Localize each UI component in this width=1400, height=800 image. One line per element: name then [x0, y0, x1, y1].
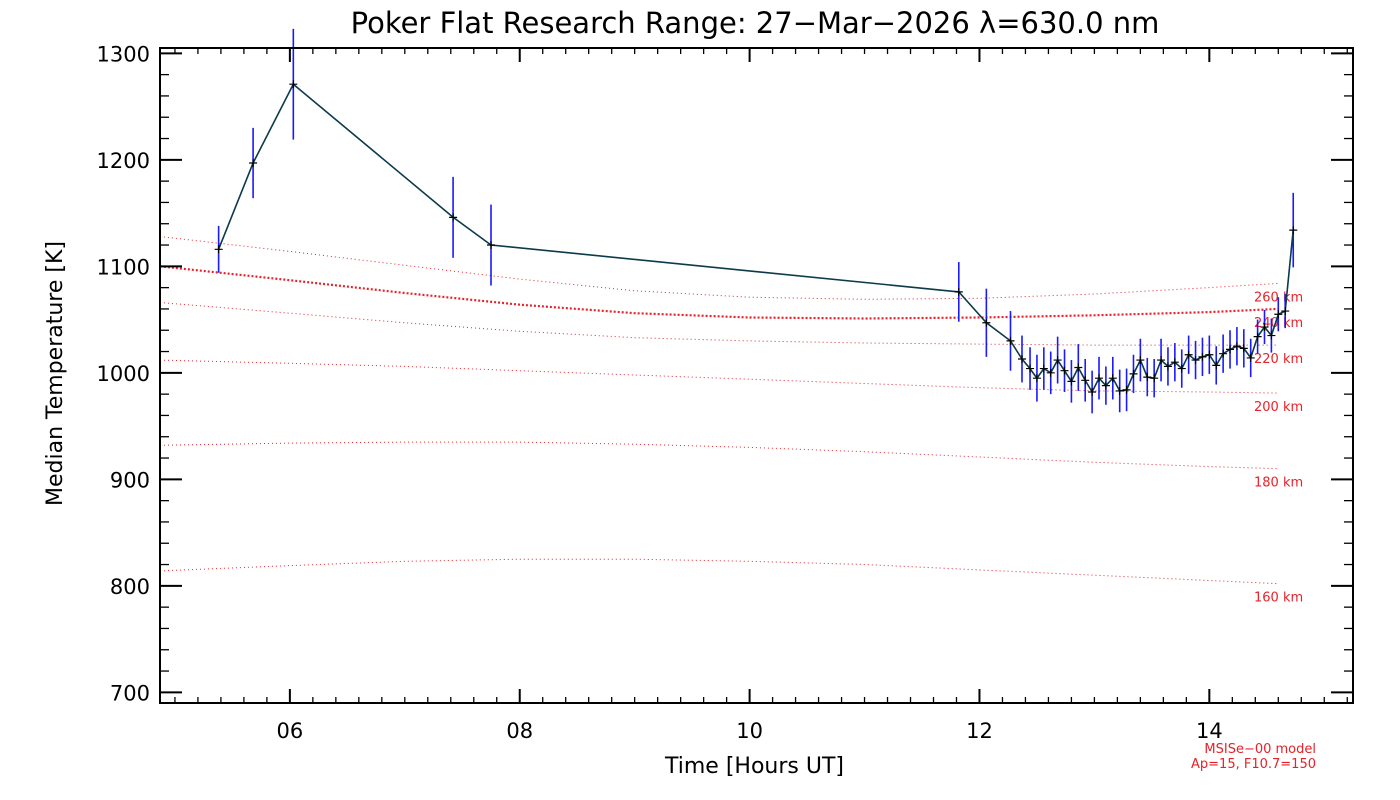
- data-point: [1267, 331, 1276, 340]
- data-point: [1274, 310, 1283, 319]
- model-name: MSISe−00 model: [1204, 742, 1316, 757]
- data-point: [1101, 381, 1110, 390]
- x-tick-label: 06: [277, 719, 304, 743]
- data-point: [1184, 350, 1193, 359]
- data-point: [1136, 356, 1145, 365]
- data-point: [1260, 323, 1269, 332]
- plot-frame: [159, 47, 1354, 704]
- model-curve: [159, 302, 1279, 346]
- data-point: [1239, 344, 1248, 353]
- data-point: [1074, 363, 1083, 372]
- x-tick-label: 10: [736, 719, 763, 743]
- data-point: [1198, 352, 1207, 361]
- data-point: [1026, 364, 1035, 373]
- x-axis-label: Time [Hours UT]: [664, 754, 844, 779]
- data-point: [1246, 353, 1255, 362]
- model-curve: [159, 441, 1279, 470]
- model-parameters: Ap=15, F10.7=150: [1191, 757, 1316, 772]
- data-point: [1143, 373, 1152, 382]
- data-point: [1289, 226, 1298, 235]
- data-point: [1006, 336, 1015, 345]
- x-tick-label: 14: [1196, 719, 1223, 743]
- data-point: [1088, 388, 1097, 397]
- x-tick-label: 08: [506, 719, 533, 743]
- data-point: [1232, 342, 1241, 351]
- data-point: [1046, 368, 1055, 377]
- axis-ticks: 06 08 10 12 14 700 800 900 1000 1100 1200 1300: [97, 42, 1353, 743]
- data-point: [289, 80, 298, 89]
- y-tick-label: 700: [110, 681, 150, 705]
- y-tick-label: 1000: [97, 362, 150, 386]
- data-point: [1150, 374, 1159, 383]
- model-curve-label: 160 km: [1254, 591, 1303, 606]
- model-curve: [159, 359, 1279, 394]
- data-point: [1226, 345, 1235, 354]
- data-point: [1115, 386, 1124, 395]
- data-point: [1081, 376, 1090, 385]
- model-curve-label: 200 km: [1254, 400, 1303, 415]
- data-point: [1157, 356, 1166, 365]
- data-point: [1205, 350, 1214, 359]
- model-curve: [159, 558, 1279, 585]
- data-series: [214, 28, 1298, 414]
- data-point: [214, 245, 223, 254]
- data-point: [954, 287, 963, 296]
- y-tick-label: 1100: [97, 255, 150, 279]
- data-point: [1067, 377, 1076, 386]
- data-point: [1039, 364, 1048, 373]
- model-curve-label: 180 km: [1254, 476, 1303, 491]
- data-point: [1163, 362, 1172, 371]
- y-tick-label: 1200: [97, 149, 150, 173]
- data-point: [1108, 374, 1117, 383]
- data-point: [1060, 366, 1069, 375]
- model-curve-label: 220 km: [1254, 352, 1303, 367]
- data-point: [1095, 374, 1103, 383]
- model-annotation: MSISe−00 model Ap=15, F10.7=150: [1191, 742, 1316, 772]
- data-point: [1122, 385, 1131, 394]
- data-point: [1170, 358, 1179, 367]
- data-point: [249, 159, 258, 168]
- data-point: [1129, 369, 1138, 378]
- model-curve: [159, 265, 1279, 320]
- y-tick-label: 800: [110, 575, 150, 599]
- data-point: [1017, 354, 1026, 363]
- data-point: [487, 241, 496, 250]
- data-point: [1253, 332, 1262, 341]
- data-point: [1032, 374, 1041, 383]
- y-tick-label: 900: [110, 468, 150, 492]
- y-tick-label: 1300: [97, 42, 150, 66]
- data-point: [1219, 349, 1228, 358]
- data-point: [982, 318, 991, 327]
- data-point: [1053, 356, 1062, 365]
- chart-title: Poker Flat Research Range: 27−Mar−2026 λ…: [351, 6, 1160, 40]
- y-axis-label: Median Temperature [K]: [43, 241, 68, 506]
- data-line: [217, 82, 1294, 394]
- data-point: [1191, 356, 1200, 365]
- data-point: [1281, 307, 1290, 316]
- model-curve: [159, 236, 1279, 300]
- data-point: [1212, 361, 1221, 370]
- data-point: [449, 213, 458, 222]
- data-point: [1177, 364, 1186, 373]
- x-tick-label: 12: [966, 719, 993, 743]
